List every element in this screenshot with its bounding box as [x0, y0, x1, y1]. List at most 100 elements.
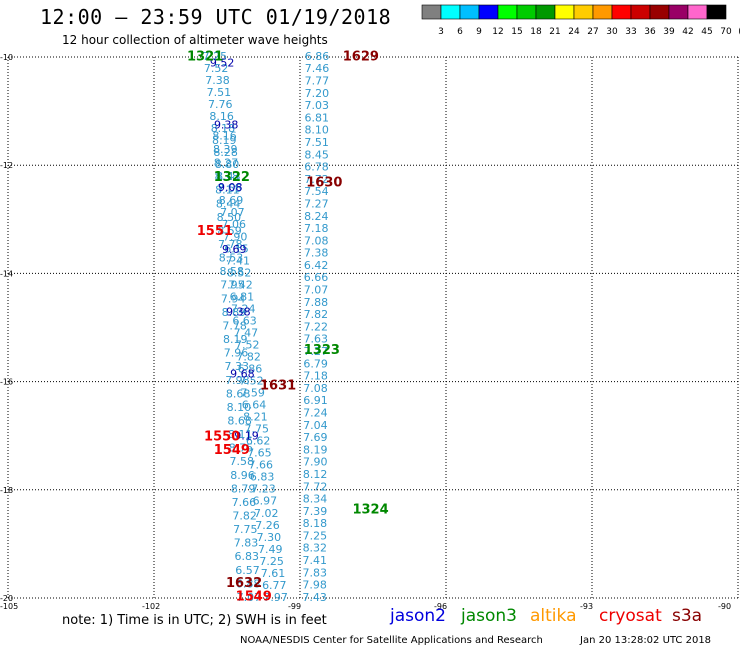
lat-tick-label: -12: [0, 161, 13, 170]
wave-height-value: 6.86: [305, 50, 330, 63]
figure-subtitle: 12 hour collection of altimeter wave hei…: [62, 33, 328, 47]
pass-time-label: 1551: [197, 224, 233, 239]
lat-tick-label: -20: [0, 594, 13, 603]
wave-height-value: 6.66: [304, 271, 329, 284]
wave-height-value: 7.94: [221, 292, 246, 305]
legend-jason2: jason2: [390, 606, 446, 626]
pass-time-label: 1549: [214, 443, 250, 458]
wave-height-value: 7.25: [259, 555, 284, 568]
wave-height-value: 7.38: [205, 74, 230, 87]
colorbar-tick-label: 21: [549, 27, 560, 37]
wave-height-value: 7.27: [304, 197, 329, 210]
wave-height-value: 8.69: [219, 194, 244, 207]
lon-tick-label: -99: [288, 602, 301, 611]
footer-credit: NOAA/NESDIS Center for Satellite Applica…: [240, 635, 543, 646]
wave-height-value: 8.19: [303, 443, 328, 456]
wave-height-value: 8.52: [227, 266, 252, 279]
wave-height-value: 6.97: [253, 495, 278, 508]
pass-time-label: 1630: [306, 175, 342, 190]
wave-height-value: 7.69: [303, 431, 328, 444]
wave-height-value: 9.38: [226, 305, 251, 318]
wave-height-value: 8.80: [215, 158, 240, 171]
lat-tick-label: -18: [0, 486, 13, 495]
colorbar-tick-label: 39: [663, 27, 675, 37]
wave-height-value: 7.24: [231, 302, 256, 315]
pass-time-label: 1322: [214, 170, 250, 185]
wave-height-value: 7.82: [232, 509, 257, 522]
colorbar-tick-label: 33: [625, 27, 636, 37]
pass-time-label: 1321: [187, 49, 223, 64]
wave-height-value: 7.61: [261, 567, 286, 580]
wave-height-value: 8.59: [217, 224, 242, 237]
wave-height-value: 8.50: [217, 211, 242, 224]
wave-height-value: 7.66: [249, 459, 274, 472]
wave-height-value: 7.07: [304, 284, 329, 297]
wave-height-value: 8.18: [211, 122, 236, 135]
legend-altika: altika: [530, 606, 577, 626]
wave-height-value: 7.04: [303, 419, 328, 432]
wave-height-value: 8.21: [243, 411, 268, 424]
wave-height-value: 7.66: [232, 496, 257, 509]
pass-time-label: 1324: [352, 503, 388, 518]
colorbar-tick-label: 27: [587, 27, 598, 37]
wave-height-value: 7.22: [304, 320, 329, 333]
wave-height-value: 7.03: [305, 99, 330, 112]
wave-height-value: 7.41: [303, 554, 328, 567]
wave-height-value: 7.98: [302, 579, 327, 592]
wave-height-value: 7.82: [236, 350, 261, 363]
wave-height-value: 7.07: [220, 206, 245, 219]
legend-s3a: s3a: [672, 606, 703, 626]
lon-tick-label: -96: [434, 602, 447, 611]
wave-height-value: 7.20: [305, 87, 330, 100]
wave-height-value: 8.89: [222, 306, 247, 319]
wave-height-value: 8.12: [303, 468, 328, 481]
pass-time-label: 1323: [304, 343, 340, 358]
wave-height-value: 7.38: [304, 247, 329, 260]
wave-height-value: 8.39: [213, 143, 238, 156]
wave-height-value: 8.96: [230, 469, 255, 482]
wave-height-value: 7.75: [244, 423, 269, 436]
wave-height-value: 7.55: [217, 182, 242, 195]
wave-height-value: 7.97: [263, 591, 288, 604]
wave-height-value: 7.72: [304, 173, 329, 186]
wave-height-value: 8.28: [213, 146, 238, 159]
wave-height-value: 7.83: [234, 537, 259, 550]
wave-height-value: 7.77: [305, 75, 330, 88]
colorbar-tick-label: 18: [530, 27, 542, 37]
wave-height-value: 7.26: [255, 519, 280, 532]
wave-height-value: 6.83: [235, 550, 260, 563]
wave-height-value: 7.30: [257, 531, 282, 544]
wave-height-value: 7.51: [207, 86, 232, 99]
colorbar-tick-label: 45: [701, 27, 712, 37]
colorbar-tick-label: 36: [644, 27, 656, 37]
wave-height-value: 7.52: [239, 375, 264, 388]
colorbar-tick-label: 3: [438, 27, 444, 37]
wave-height-value: 7.24: [303, 406, 328, 419]
wave-height-value: 7.49: [258, 543, 283, 556]
wave-height-value: 9.68: [230, 367, 255, 380]
wave-height-value: 8.32: [303, 542, 328, 555]
footer-note: note: 1) Time is in UTC; 2) SWH is in fe…: [62, 613, 327, 628]
wave-height-value: 7.63: [304, 333, 329, 346]
wave-height-value: 8.43: [216, 170, 241, 183]
lon-tick-label: -105: [0, 602, 18, 611]
wave-height-value: 7.75: [233, 523, 258, 536]
wave-height-value: 9.52: [210, 56, 235, 69]
wave-height-value: 8.10: [227, 401, 252, 414]
wave-height-value: 8.34: [303, 493, 328, 506]
wave-height-value: 7.41: [226, 254, 251, 267]
wave-height-value: 8.75: [229, 442, 254, 455]
wave-height-value: 6.57: [235, 564, 260, 577]
wave-height-value: 7.08: [303, 382, 328, 395]
legend-jason3: jason3: [461, 606, 517, 626]
lon-tick-label: -102: [142, 602, 160, 611]
pass-time-label: 1631: [260, 378, 296, 393]
wave-height-value: 8.27: [214, 157, 239, 170]
wave-height-value: 8.58: [219, 265, 244, 278]
wave-height-value: 7.52: [235, 338, 260, 351]
wave-height-value: 7.59: [240, 387, 265, 400]
wave-height-value: 8.18: [303, 517, 328, 530]
wave-height-value: 7.23: [251, 483, 276, 496]
wave-height-value: 8.53: [219, 252, 244, 265]
wave-height-value: 7.90: [303, 456, 328, 469]
